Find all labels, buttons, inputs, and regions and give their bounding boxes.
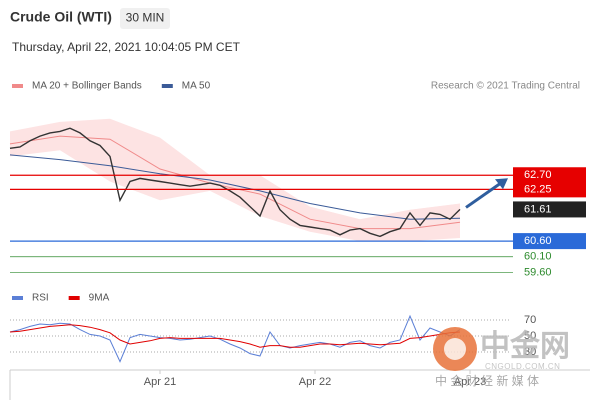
y-tick-label: 30 — [524, 346, 536, 358]
level-label: 61.61 — [524, 203, 552, 215]
y-tick-label: 70 — [524, 314, 536, 326]
instrument-title: Crude Oil (WTI) — [10, 9, 112, 25]
legend-swatch — [161, 84, 173, 88]
interval[interactable]: 30 MIN — [126, 11, 165, 25]
series-line — [9, 127, 461, 238]
x-tick-label: Apr 21 — [144, 376, 176, 388]
x-tick-label: Apr 23 — [454, 376, 486, 388]
legend-swatch — [12, 84, 23, 88]
series-line — [9, 324, 461, 348]
series-line — [9, 154, 461, 220]
x-tick-label: Apr 22 — [299, 376, 331, 388]
timestamp: Thursday, April 22, 2021 10:04:05 PM CET — [12, 40, 241, 54]
bollinger-band — [10, 118, 460, 242]
projection-arrowhead — [495, 178, 508, 190]
legend-swatch — [12, 296, 23, 300]
watermark-logo-inner — [444, 338, 466, 360]
watermark-tagline: 中 金 财 经 新 媒 体 — [435, 373, 539, 388]
legend-label: MA 20 + Bollinger Bands — [32, 81, 142, 92]
legend-swatch — [68, 296, 80, 300]
level-box — [513, 233, 586, 250]
y-tick-label: 50 — [524, 330, 536, 342]
level-label: 60.10 — [524, 251, 552, 263]
legend-label: RSI — [32, 293, 49, 304]
level-label: 62.25 — [524, 183, 552, 195]
level-box — [513, 201, 586, 218]
watermark-domain: CNGOLD.COM.CN — [485, 362, 560, 371]
projection-arrow — [465, 181, 503, 209]
interval-box[interactable] — [120, 8, 170, 29]
level-box — [513, 181, 586, 198]
legend-label: 9MA — [89, 293, 110, 304]
level-label: 60.60 — [524, 235, 552, 247]
legend-label: MA 50 — [182, 81, 211, 92]
credit: Research © 2021 Trading Central — [431, 81, 580, 92]
watermark-name: 中金网 — [480, 329, 570, 363]
level-label: 59.60 — [524, 266, 552, 278]
level-box — [513, 167, 586, 184]
level-label: 62.70 — [524, 169, 552, 181]
series-line — [9, 314, 461, 363]
